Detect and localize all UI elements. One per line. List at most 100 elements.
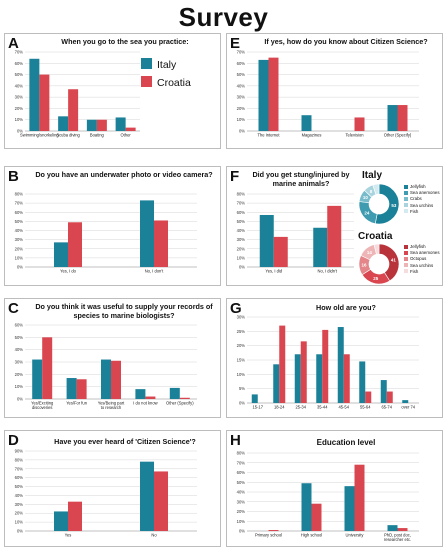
- croatia-donut-legend-item: Jellyfish: [404, 244, 440, 250]
- chart-c-bar-croatia: [42, 337, 53, 399]
- italy-donut-legend-item: Crabs: [404, 196, 440, 202]
- chart-f-bar-italy: [313, 227, 328, 267]
- chart-b-ytick-label: 40%: [15, 228, 24, 233]
- panel-f-letter: F: [230, 168, 240, 185]
- chart-d-bar-italy: [140, 461, 154, 531]
- italy-donut-legend-label: Sea urchins: [410, 202, 434, 208]
- italy-donut-value-label: 24: [364, 210, 370, 215]
- italy-donut-value-label: 10: [363, 195, 369, 200]
- chart-d-category-label: No: [151, 533, 157, 538]
- croatia-donut-value-label: 25: [373, 276, 379, 281]
- panel-d-question: Have you ever heard of 'Citizen Science'…: [54, 437, 196, 446]
- chart-h-bar-italy: [301, 483, 312, 531]
- chart-g-bar-italy: [316, 354, 323, 403]
- chart-e-bar-italy: [258, 59, 269, 131]
- italy-donut: 53 24 108: [358, 183, 400, 225]
- panel-c: C Do you think it was useful to supply y…: [4, 298, 221, 418]
- chart-e-ytick-label: 0%: [239, 129, 245, 134]
- chart-h-category-label: High school: [301, 533, 322, 538]
- chart-c-category-label: I do not know: [133, 401, 157, 406]
- italy-donut-legend: Jellyfish Sea anemones Crabs Sea urchins Fis…: [404, 184, 440, 215]
- chart-h: 0% 10% 20% 30% 40% 50% 60% 70% 80% Primary school…: [237, 451, 419, 542]
- chart-c-bar-italy: [169, 387, 180, 399]
- chart-h-ytick-label: 10%: [237, 519, 246, 524]
- chart-c-category-label: discoveries: [32, 405, 52, 410]
- chart-a-category-label: Scuba diving: [56, 133, 80, 138]
- chart-b-ytick-label: 60%: [15, 210, 24, 215]
- chart-b: 0% 10% 20% 30% 40% 50% 60% 70% 80% Yes, I do No, I…: [15, 192, 197, 274]
- italy-donut-slice: [372, 183, 380, 195]
- chart-h-bar-croatia: [354, 464, 365, 531]
- italy-donut-legend-label: Sea anemones: [410, 190, 440, 196]
- chart-a-ytick-label: 10%: [15, 117, 24, 122]
- chart-g-bar-croatia: [300, 341, 307, 403]
- chart-a-bar-italy: [58, 116, 69, 131]
- chart-g-bar-croatia: [343, 354, 350, 403]
- chart-e-ytick-label: 70%: [237, 50, 246, 55]
- croatia-donut-legend-item: Fish: [404, 269, 440, 275]
- panel-h: H Education level 0% 10% 20% 30% 40% 50% 60% 70…: [226, 430, 443, 547]
- italy-donut-legend-swatch: [404, 209, 408, 214]
- chart-c-ytick-label: 40%: [15, 347, 24, 352]
- chart-e-category-label: Other (Specify): [384, 133, 412, 138]
- panel-e: E If yes, how do you know about Citizen …: [226, 33, 443, 149]
- chart-d-ytick-label: 0%: [17, 529, 23, 534]
- chart-g-category-label: 15-17: [253, 405, 264, 410]
- chart-f-ytick-label: 30%: [237, 237, 246, 242]
- chart-g-bar-croatia: [279, 325, 286, 403]
- italy-donut-legend-item: Fish: [404, 209, 440, 215]
- chart-h-ytick-label: 60%: [237, 470, 246, 475]
- croatia-donut-legend-swatch: [404, 269, 408, 274]
- chart-g-ytick-label: 5%: [239, 386, 245, 391]
- chart-c-category-label: to research: [101, 405, 122, 410]
- chart-e-bar-italy: [387, 105, 398, 131]
- chart-d-ytick-label: 70%: [15, 466, 24, 471]
- chart-e-ytick-label: 40%: [237, 83, 246, 88]
- chart-f-ytick-label: 40%: [237, 228, 246, 233]
- panel-b: B Do you have an underwater photo or vid…: [4, 166, 221, 286]
- panel-d: D Have you ever heard of 'Citizen Scienc…: [4, 430, 221, 547]
- chart-g-category-label: 25-34: [296, 405, 307, 410]
- chart-e: 0% 10% 20% 30% 40% 50% 60% 70% The Internet Magaz…: [237, 50, 419, 138]
- chart-d-bar-italy: [54, 511, 68, 531]
- chart-a-ytick-label: 0%: [17, 129, 23, 134]
- croatia-donut: 41 25 16 14: [358, 243, 400, 285]
- legend-italy-label: Italy: [157, 59, 177, 71]
- chart-a: 0% 10% 20% 30% 40% 50% 60% 70% Swimming/snorkeli…: [15, 50, 140, 138]
- chart-d-ytick-label: 90%: [15, 449, 24, 454]
- chart-c-bar-croatia: [76, 379, 87, 399]
- chart-e-ytick-label: 60%: [237, 61, 246, 66]
- croatia-donut-legend-item: Octopus: [404, 256, 440, 262]
- chart-f-category-label: Yes, I did: [265, 269, 282, 274]
- chart-g-bar-italy: [359, 361, 366, 403]
- croatia-donut-title: Croatia: [358, 231, 393, 242]
- chart-a-ytick-label: 70%: [15, 50, 24, 55]
- chart-a-ytick-label: 40%: [15, 83, 24, 88]
- chart-g-bar-italy: [273, 364, 280, 403]
- panel-e-letter: E: [230, 35, 241, 52]
- panel-d-letter: D: [8, 432, 19, 449]
- panel-g-letter: G: [230, 300, 242, 317]
- panel-b-letter: B: [8, 168, 19, 185]
- chart-g-ytick-label: 0%: [239, 401, 245, 406]
- chart-g-bar-croatia: [386, 391, 393, 403]
- chart-d-bar-croatia: [68, 501, 82, 531]
- chart-c-category-label: Other (Specify): [166, 401, 194, 406]
- italy-donut-value-label: 53: [391, 203, 397, 208]
- chart-h-ytick-label: 30%: [237, 499, 246, 504]
- chart-a-ytick-label: 60%: [15, 61, 24, 66]
- italy-donut-legend-label: Jellyfish: [410, 184, 426, 189]
- chart-a-ytick-label: 30%: [15, 95, 24, 100]
- chart-c-bar-croatia: [111, 360, 121, 399]
- chart-d-ytick-label: 10%: [15, 520, 24, 525]
- panel-g-question: How old are you?: [316, 303, 376, 312]
- chart-h-ytick-label: 50%: [237, 480, 246, 485]
- chart-h-bar-italy: [387, 525, 398, 531]
- chart-h-category-label: PhD, post doc,: [384, 533, 411, 538]
- chart-g-ytick-label: 15%: [237, 358, 246, 363]
- chart-c-category-label: Yes/Being part: [98, 401, 125, 406]
- chart-c-ytick-label: 50%: [15, 335, 24, 340]
- croatia-donut-legend-swatch: [404, 256, 408, 261]
- chart-e-ytick-label: 50%: [237, 72, 246, 77]
- chart-b-category-label: Yes, I do: [60, 269, 77, 274]
